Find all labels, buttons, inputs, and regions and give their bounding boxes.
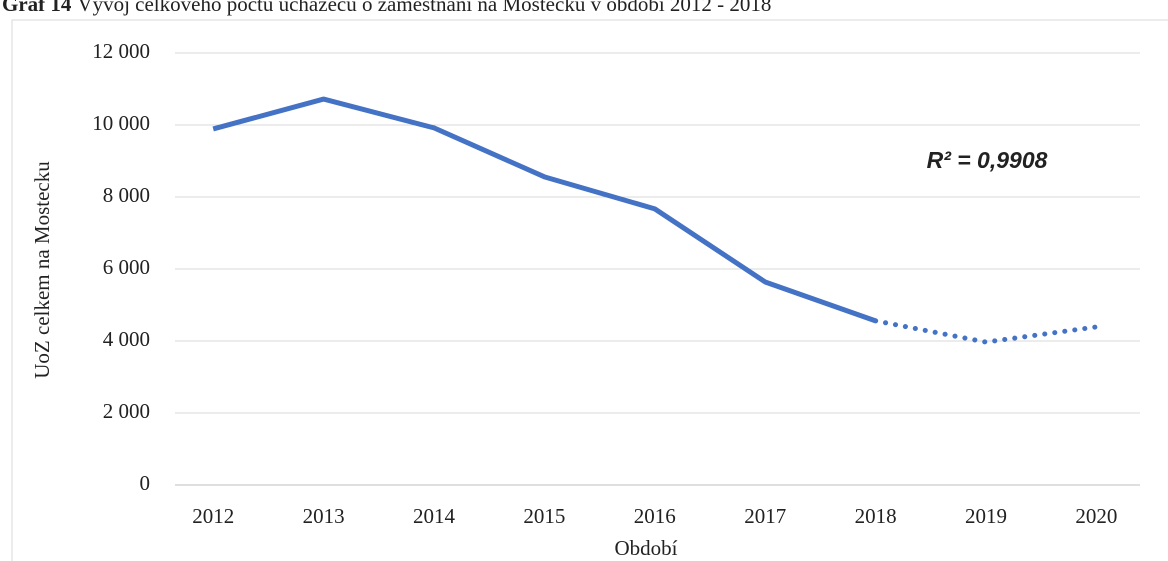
y-tick-label: 6 000 (103, 255, 150, 279)
x-tick-label: 2019 (965, 504, 1007, 528)
x-tick-label: 2013 (303, 504, 345, 528)
x-tick-label: 2020 (1075, 504, 1117, 528)
title-label: Graf 14 (2, 0, 72, 16)
y-tick-label: 0 (140, 471, 151, 495)
data-line (212, 96, 877, 324)
x-tick-label: 2017 (744, 504, 786, 528)
title-text: Vývoj celkového počtu uchazečů o zaměstn… (77, 0, 771, 16)
y-tick-label: 12 000 (92, 39, 150, 63)
x-tick-label: 2018 (855, 504, 897, 528)
annotation: R² = 0,9908 (927, 147, 1048, 173)
chart-frame (11, 19, 1168, 561)
x-tick-label: 2015 (523, 504, 565, 528)
y-tick-label: 8 000 (103, 183, 150, 207)
x-tick-label: 2012 (192, 504, 234, 528)
y-tick-label: 4 000 (103, 327, 150, 351)
chart-title: Graf 14 Vývoj celkového počtu uchazečů o … (2, 0, 771, 16)
x-tick-label: 2016 (634, 504, 676, 528)
x-axis-title: Období (615, 536, 678, 560)
y-axis-title: UoZ celkem na Mostecku (30, 161, 54, 379)
x-tick-label: 2014 (413, 504, 456, 528)
trend-line (873, 318, 1099, 345)
y-tick-label: 10 000 (92, 111, 150, 135)
y-tick-label: 2 000 (103, 399, 150, 423)
